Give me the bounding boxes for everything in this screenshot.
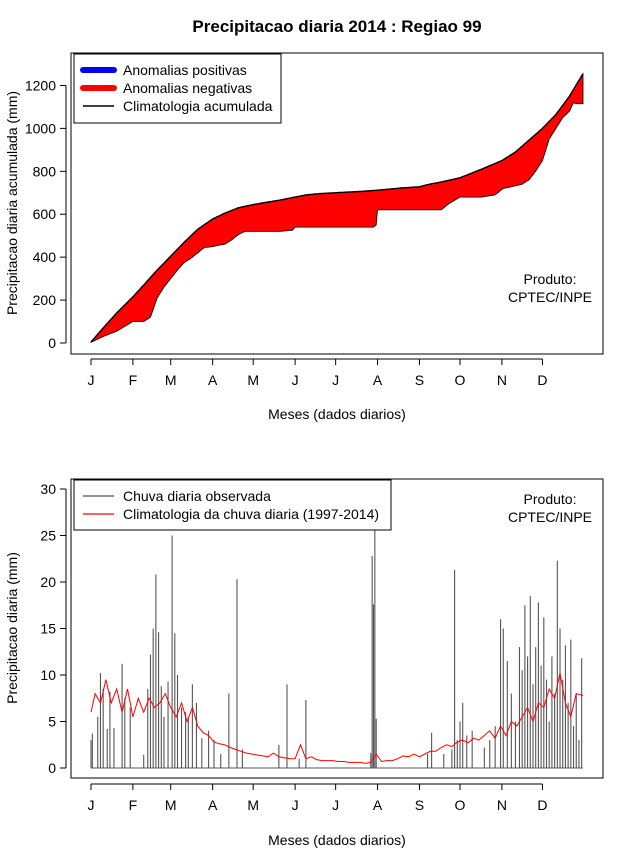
top-x-tick-label-s: S — [415, 372, 424, 388]
top-x-tick-label-n: N — [497, 372, 507, 388]
bottom-y-tick-label: 30 — [40, 481, 56, 497]
top-x-tick-label-m: M — [165, 372, 177, 388]
bottom-x-tick-label-d: D — [537, 797, 547, 813]
top-y-tick-label: 600 — [33, 206, 57, 222]
top-x-tick-label-a: A — [208, 372, 218, 388]
top-y-tick-label: 0 — [48, 335, 56, 351]
top-x-tick-label-j: J — [292, 372, 299, 388]
bottom-y-tick-label: 5 — [48, 714, 56, 730]
bottom-y-tick-label: 15 — [40, 621, 56, 637]
bottom-x-tick-label-j: J — [88, 797, 95, 813]
legend-label-observed: Chuva diaria observada — [123, 488, 271, 504]
legend-label-climatology: Climatologia acumulada — [123, 98, 273, 114]
bottom-y-tick-label: 20 — [40, 574, 56, 590]
top-y-tick-label: 400 — [33, 249, 57, 265]
bottom-panel: 0 5 10 15 20 25 30 J F M A M J J A S O N D Precipitacao d… — [4, 478, 604, 848]
top-y-tick-label: 1000 — [25, 120, 56, 136]
bottom-credit-line-1: Produto: — [524, 491, 577, 507]
bottom-x-tick-label-o: O — [455, 797, 466, 813]
bottom-plot-box — [70, 478, 604, 779]
bottom-y-tick-label: 0 — [48, 760, 56, 776]
bottom-credit-line-2: CPTEC/INPE — [508, 509, 592, 525]
bottom-x-tick-label-m: M — [165, 797, 177, 813]
top-y-tick-label: 800 — [33, 163, 57, 179]
top-credit-line-1: Produto: — [524, 271, 577, 287]
climatology-daily-line — [90, 672, 584, 764]
bottom-legend-box — [73, 479, 392, 531]
bottom-x-tick-label-a: A — [208, 797, 218, 813]
bottom-x-tick-label-j: J — [292, 797, 299, 813]
top-panel: 0 200 400 600 800 1000 1200 J F M A M J J A S O N D Preci… — [4, 52, 604, 422]
top-x-tick-label-j: J — [88, 372, 95, 388]
top-x-tick-label-j: J — [332, 372, 339, 388]
top-x-axis-label: Meses (dados diarios) — [268, 406, 406, 422]
bottom-x-axis-label: Meses (dados diarios) — [268, 832, 406, 848]
legend-label-positive: Anomalias positivas — [123, 62, 247, 78]
top-y-axis: 0 200 400 600 800 1000 1200 — [25, 77, 67, 351]
bottom-y-axis: 0 5 10 15 20 25 30 — [40, 481, 67, 776]
top-legend: Anomalias positivas Anomalias negativas … — [73, 53, 282, 124]
top-x-tick-label-f: F — [129, 372, 138, 388]
bottom-x-tick-label-a: A — [373, 797, 383, 813]
bottom-climatology-line — [90, 672, 584, 764]
bottom-x-tick-label-j: J — [332, 797, 339, 813]
bottom-x-tick-label-m: M — [247, 797, 259, 813]
bottom-legend: Chuva diaria observada Climatologia da c… — [73, 479, 392, 531]
climatology-cumulative-line — [90, 73, 584, 343]
legend-label-climatology-daily: Climatologia da chuva diaria (1997-2014) — [123, 506, 379, 522]
top-plot-box — [70, 52, 604, 355]
bottom-observed-bars — [90, 502, 583, 769]
bottom-x-tick-label-n: N — [497, 797, 507, 813]
top-x-tick-label-d: D — [537, 372, 547, 388]
top-series — [90, 72, 584, 344]
legend-label-negative: Anomalias negativas — [123, 80, 252, 96]
top-y-tick-label: 200 — [33, 292, 57, 308]
top-y-tick-label: 1200 — [25, 77, 56, 93]
top-x-tick-label-a: A — [373, 372, 383, 388]
bottom-x-tick-label-s: S — [415, 797, 424, 813]
bottom-y-tick-label: 10 — [40, 667, 56, 683]
bottom-y-axis-label: Precipitacao diaria (mm) — [4, 552, 20, 704]
chart-title: Precipitacao diaria 2014 : Regiao 99 — [192, 17, 481, 36]
bottom-y-tick-label: 25 — [40, 528, 56, 544]
top-y-axis-label: Precipitacao diaria acumulada (mm) — [4, 91, 20, 315]
bottom-x-tick-label-f: F — [129, 797, 138, 813]
top-credit-line-2: CPTEC/INPE — [508, 289, 592, 305]
top-x-tick-label-m: M — [247, 372, 259, 388]
top-x-tick-label-o: O — [455, 372, 466, 388]
